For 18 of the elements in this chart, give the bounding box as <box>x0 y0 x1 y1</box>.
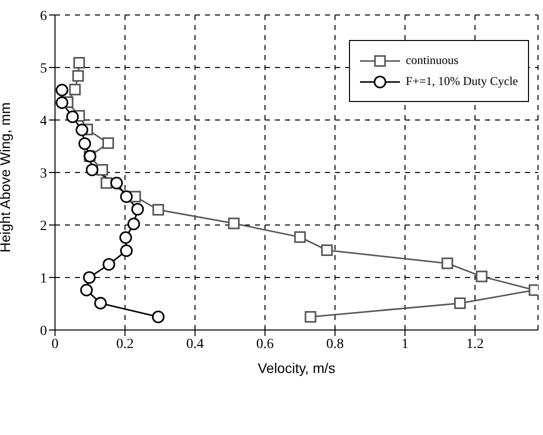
legend-label: continuous <box>406 53 458 68</box>
y-tick-label: 1 <box>40 271 47 286</box>
y-axis-title: Height Above Wing, mm <box>0 102 13 252</box>
x-tick-label: 0.8 <box>326 336 344 352</box>
x-tick-label: 1 <box>402 336 408 352</box>
y-tick-label: 0 <box>40 324 47 339</box>
y-tick-label: 3 <box>40 166 47 182</box>
x-tick-label: 1.2 <box>466 336 484 352</box>
y-tick-label: 4 <box>40 114 47 129</box>
x-tick-label: 0.6 <box>256 336 274 352</box>
y-tick-label: 6 <box>40 8 47 24</box>
x-tick-label: 0 <box>52 336 58 352</box>
legend-label: F+=1, 10% Duty Cycle <box>406 74 518 89</box>
y-tick-label: 2 <box>40 218 47 234</box>
x-axis-title: Velocity, m/s <box>258 360 336 376</box>
x-tick-label: 0.2 <box>116 336 134 352</box>
x-tick-label: 0.4 <box>186 336 204 352</box>
y-tick-label: 5 <box>40 61 47 76</box>
